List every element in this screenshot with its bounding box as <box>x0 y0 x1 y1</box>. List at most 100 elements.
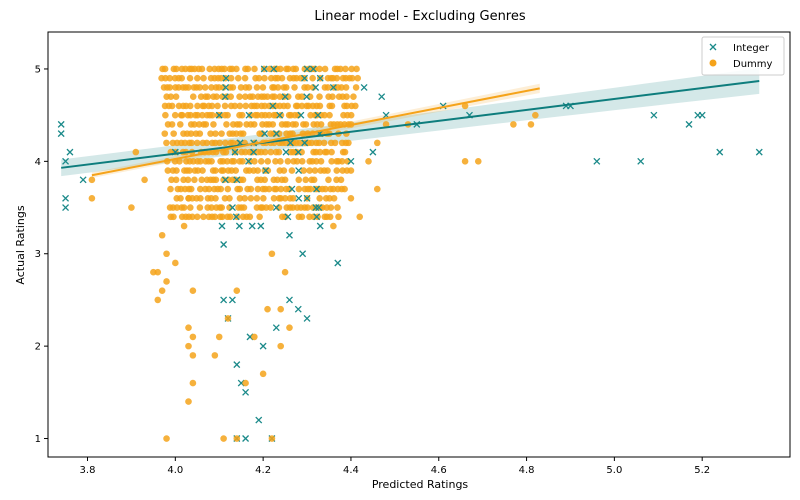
dummy-point <box>207 130 214 137</box>
dummy-point <box>255 74 263 82</box>
dummy-point <box>246 213 254 221</box>
dummy-point <box>234 139 242 147</box>
integer-point <box>650 111 658 119</box>
integer-point <box>295 167 303 175</box>
integer-point <box>248 222 256 230</box>
dummy-point <box>268 250 276 258</box>
dummy-point <box>161 65 169 73</box>
dummy-point <box>221 102 229 110</box>
x-tick-label: 5.2 <box>694 465 710 476</box>
integer-point <box>637 157 645 165</box>
dummy-point <box>474 158 482 165</box>
legend-marker <box>709 43 717 51</box>
dummy-point <box>348 74 356 82</box>
dummy-point <box>231 102 239 110</box>
integer-point <box>220 296 228 304</box>
integer-point <box>295 194 303 202</box>
dummy-point <box>326 111 333 119</box>
dummy-point <box>277 158 284 165</box>
dummy-point <box>222 139 229 147</box>
dummy-point <box>200 213 207 221</box>
dummy-point <box>212 167 219 174</box>
dummy-point <box>241 195 249 202</box>
integer-point <box>309 65 317 73</box>
dummy-point <box>352 84 360 91</box>
dummy-point <box>224 315 232 322</box>
dummy-point <box>232 176 240 184</box>
dummy-point <box>185 324 192 331</box>
dummy-point <box>200 74 207 82</box>
integer-point <box>242 388 250 396</box>
dummy-point <box>241 93 249 100</box>
dummy-point <box>196 185 204 193</box>
dummy-point <box>173 204 181 211</box>
dummy-point <box>208 204 215 211</box>
integer-point <box>232 213 240 221</box>
dummy-point <box>277 305 284 313</box>
integer-point <box>286 296 293 304</box>
integer-point <box>215 111 223 119</box>
dummy-point <box>179 111 186 119</box>
dummy-point <box>176 158 183 165</box>
dummy-point <box>316 65 323 73</box>
integer-point <box>334 259 342 267</box>
dummy-point <box>282 84 290 91</box>
integer-point <box>282 148 290 156</box>
dummy-point <box>373 185 381 193</box>
dummy-point <box>194 102 201 110</box>
dummy-point <box>293 148 300 156</box>
dummy-point <box>242 379 249 387</box>
legend: Integer Dummy <box>701 36 785 76</box>
integer-point <box>233 361 241 369</box>
dummy-point <box>191 121 198 128</box>
dummy-point <box>343 93 350 100</box>
dummy-point <box>270 195 278 202</box>
integer-point <box>62 157 70 165</box>
dummy-point <box>382 121 390 128</box>
integer-point <box>685 120 693 128</box>
dummy-point <box>221 65 228 73</box>
dummy-point <box>219 84 227 91</box>
dummy-point <box>216 139 224 147</box>
dummy-point <box>163 435 170 442</box>
integer-point <box>288 185 296 193</box>
dummy-point <box>232 167 240 174</box>
dummy-point <box>180 204 188 211</box>
dummy-point <box>186 167 193 174</box>
dummy-point <box>198 111 206 119</box>
dummy-point <box>226 195 233 202</box>
dummy-point <box>256 213 263 221</box>
dummy-point <box>132 148 140 156</box>
dummy-point <box>265 185 273 193</box>
integer-point <box>222 83 230 91</box>
dummy-point <box>196 204 204 211</box>
dummy-point <box>311 167 319 174</box>
dummy-point <box>214 102 221 110</box>
integer-point <box>315 204 323 212</box>
x-tick-label: 4.4 <box>343 465 359 476</box>
dummy-point <box>196 84 204 91</box>
dummy-point <box>161 130 169 137</box>
x-tick-label: 4.8 <box>519 465 535 476</box>
dummy-point <box>199 167 206 174</box>
dummy-point <box>186 74 194 82</box>
dummy-point <box>293 158 301 165</box>
integer-point <box>220 241 228 248</box>
dummy-point <box>259 370 267 378</box>
dummy-point <box>163 139 170 147</box>
dummy-point <box>268 435 276 442</box>
dummy-point <box>277 185 285 193</box>
dummy-point <box>239 158 246 165</box>
dummy-point <box>224 185 232 193</box>
dummy-point <box>281 176 289 184</box>
dummy-point <box>292 121 300 128</box>
dummy-point <box>532 111 539 119</box>
dummy-point <box>187 204 194 211</box>
dummy-point <box>337 65 344 73</box>
integer-point <box>262 167 270 175</box>
dummy-point <box>211 352 219 359</box>
dummy-point <box>277 111 285 119</box>
dummy-point <box>205 185 213 193</box>
dummy-point <box>212 195 219 202</box>
dummy-point <box>227 93 235 100</box>
